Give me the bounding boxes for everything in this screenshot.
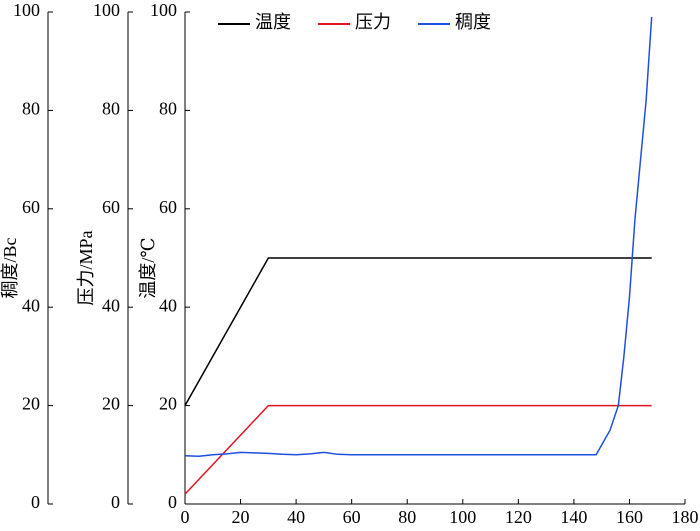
series-line <box>184 404 652 495</box>
y-tick-label: 0 <box>111 492 120 512</box>
y-tick-label: 100 <box>93 0 120 20</box>
x-tick-label: 20 <box>232 507 250 527</box>
x-tick-label: 140 <box>560 507 587 527</box>
x-tick-label: 40 <box>287 507 305 527</box>
y-axis-label: 稠度/Bc <box>0 237 20 298</box>
y-tick-label: 80 <box>159 99 177 119</box>
y-axis-label: 压力/MPa <box>76 230 96 305</box>
y-tick-label: 40 <box>22 295 40 315</box>
x-tick-label: 80 <box>398 507 416 527</box>
y-tick-label: 40 <box>159 295 177 315</box>
x-tick-label: 120 <box>505 507 532 527</box>
y-axis-label: 温度/℃ <box>138 237 158 298</box>
legend-label: 稠度 <box>455 12 491 32</box>
y-tick-label: 0 <box>31 492 40 512</box>
x-tick-label: 60 <box>343 507 361 527</box>
x-tick-label: 0 <box>181 507 190 527</box>
y-tick-label: 20 <box>102 394 120 414</box>
y-tick-label: 80 <box>22 99 40 119</box>
y-tick-label: 20 <box>22 394 40 414</box>
y-tick-label: 60 <box>159 197 177 217</box>
y-tick-label: 40 <box>102 295 120 315</box>
y-tick-label: 100 <box>150 0 177 20</box>
y-tick-label: 0 <box>168 492 177 512</box>
y-tick-label: 80 <box>102 99 120 119</box>
y-tick-label: 60 <box>102 197 120 217</box>
x-tick-label: 100 <box>449 507 476 527</box>
series-line <box>184 257 652 406</box>
legend-label: 温度 <box>255 12 291 32</box>
y-tick-label: 100 <box>13 0 40 20</box>
y-tick-label: 20 <box>159 394 177 414</box>
y-tick-label: 60 <box>22 197 40 217</box>
legend-label: 压力 <box>355 12 391 32</box>
x-tick-label: 180 <box>672 507 699 527</box>
x-tick-label: 160 <box>616 507 643 527</box>
series-line <box>184 16 653 458</box>
